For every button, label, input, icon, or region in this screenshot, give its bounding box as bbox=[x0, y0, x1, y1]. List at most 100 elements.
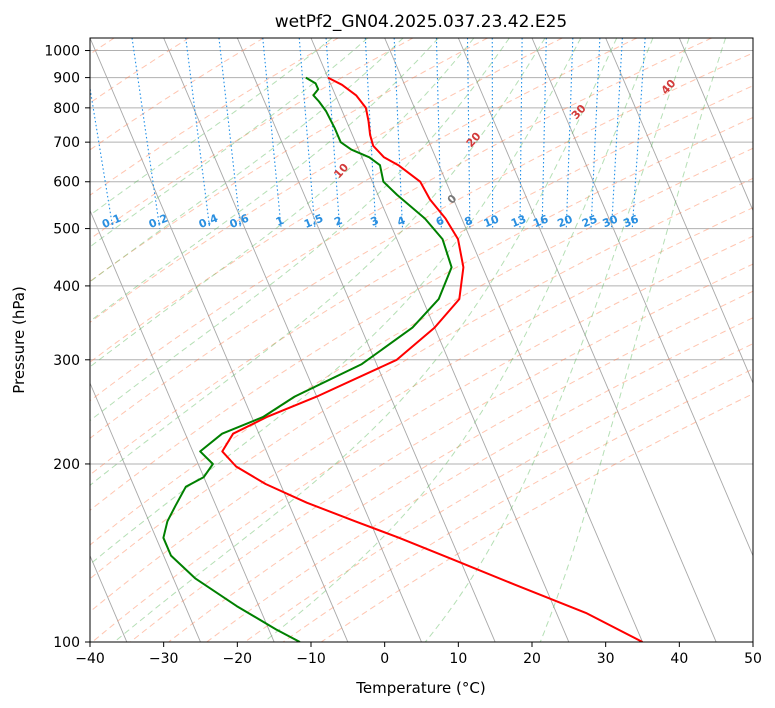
isotherm-line bbox=[531, 38, 753, 557]
mixing-ratio-line bbox=[631, 38, 646, 229]
x-tick-label: 10 bbox=[449, 651, 467, 667]
adiabat-labels: 0.10.20.40.611.52346810131620253036-100-… bbox=[34, 77, 679, 278]
mixing-ratio-line bbox=[610, 38, 623, 229]
y-axis-title: Pressure (hPa) bbox=[10, 286, 28, 394]
y-tick-label: 1000 bbox=[44, 44, 80, 60]
isotherm-line bbox=[457, 38, 717, 642]
y-tick-label: 800 bbox=[53, 101, 80, 117]
isotherm-line bbox=[90, 209, 275, 642]
isotherm-line bbox=[752, 38, 753, 40]
moist-adiabat-line bbox=[263, 38, 654, 642]
x-tick-label: 20 bbox=[523, 651, 541, 667]
moist-adiabat-line bbox=[90, 38, 510, 422]
dry-adiabat-line bbox=[90, 38, 563, 323]
moist-adiabat-line bbox=[90, 38, 546, 486]
y-tick-label: 400 bbox=[53, 279, 80, 295]
mixing-ratio-label: 1 bbox=[274, 214, 286, 229]
dry-adiabat-line bbox=[90, 85, 753, 476]
mixing-ratio-label: 16 bbox=[531, 212, 550, 230]
mixing-ratio-label: 8 bbox=[463, 214, 475, 229]
x-tick-label: −30 bbox=[149, 651, 179, 667]
mixing-ratio-line bbox=[131, 38, 161, 229]
dry-adiabat-line bbox=[90, 38, 339, 196]
x-tick-label: −20 bbox=[223, 651, 253, 667]
mixing-ratio-label: 2 bbox=[332, 214, 344, 229]
dry-adiabat-line bbox=[90, 38, 414, 240]
dry-adiabat-line bbox=[90, 147, 753, 546]
moist-adiabat-line bbox=[90, 38, 404, 283]
dry-adiabat-line bbox=[168, 290, 753, 642]
x-axis-title: Temperature (°C) bbox=[355, 679, 485, 697]
mixing-ratio-label: 4 bbox=[395, 214, 407, 229]
moist-adiabat-label: 40 bbox=[659, 77, 679, 97]
isotherm-line bbox=[90, 38, 349, 642]
dry-adiabat-line bbox=[90, 38, 264, 151]
mixing-ratio-line bbox=[435, 38, 442, 229]
moist-adiabat-line bbox=[90, 38, 333, 216]
moist-adiabat-line bbox=[90, 38, 439, 322]
dry-adiabat-line bbox=[282, 368, 753, 642]
moist-adiabat-line bbox=[90, 38, 368, 248]
mixing-ratio-line bbox=[565, 38, 574, 229]
isotherm-line bbox=[678, 38, 753, 212]
x-tick-label: 0 bbox=[380, 651, 389, 667]
mixing-ratio-label: 3 bbox=[369, 214, 381, 229]
x-tick-label: 40 bbox=[670, 651, 688, 667]
moist-adiabat-label: 20 bbox=[464, 130, 484, 150]
background-lines bbox=[90, 38, 753, 642]
plot-frame bbox=[89, 37, 754, 643]
profile-lines bbox=[162, 76, 643, 642]
isotherm-line bbox=[310, 38, 570, 642]
x-tick-label: 30 bbox=[597, 651, 615, 667]
y-tick-label: 200 bbox=[53, 457, 80, 473]
dry-adiabat-line bbox=[90, 52, 753, 439]
dry-adiabat-line bbox=[90, 38, 712, 402]
x-tick-label: 50 bbox=[744, 651, 762, 667]
moist-adiabat-line bbox=[539, 38, 726, 642]
chart-title: wetPf2_GN04.2025.037.23.42.E25 bbox=[275, 12, 567, 32]
mixing-ratio-label: 36 bbox=[621, 212, 640, 230]
axis-ticks: −40 −30 −20 −10 0 10 20 30 40 5010020030040050060… bbox=[44, 44, 762, 667]
moist-adiabat-line bbox=[114, 38, 618, 642]
mixing-ratio-line bbox=[218, 38, 242, 229]
mixing-ratio-line bbox=[90, 84, 114, 229]
moist-adiabat-line bbox=[424, 38, 690, 642]
temperature-profile-line bbox=[221, 76, 643, 642]
dry-adiabat-line bbox=[244, 343, 753, 642]
dry-adiabat-line bbox=[90, 177, 753, 580]
y-tick-label: 900 bbox=[53, 71, 80, 87]
mixing-ratio-label: 10 bbox=[482, 212, 501, 230]
isotherm-line bbox=[384, 38, 643, 642]
moist-adiabat-line bbox=[90, 38, 475, 368]
mixing-ratio-line bbox=[185, 38, 211, 229]
y-tick-label: 500 bbox=[53, 222, 80, 238]
isotherm-line bbox=[90, 381, 201, 642]
mixing-ratio-label: 20 bbox=[555, 212, 574, 230]
x-tick-label: −40 bbox=[75, 651, 105, 667]
isotherm-zero-label: 0 bbox=[445, 192, 460, 207]
mixing-ratio-label: 25 bbox=[580, 212, 599, 230]
y-tick-label: 300 bbox=[53, 353, 80, 369]
y-tick-label: 600 bbox=[53, 175, 80, 191]
dewpoint-profile-line bbox=[162, 76, 453, 642]
isotherm-line bbox=[163, 38, 422, 642]
mixing-ratio-line bbox=[298, 38, 316, 229]
dry-adiabat-line bbox=[90, 38, 488, 282]
dry-adiabat-label: 0 bbox=[34, 263, 49, 278]
isotherm-line bbox=[605, 38, 753, 385]
mixing-ratio-label: 30 bbox=[601, 212, 620, 230]
dry-adiabat-line bbox=[130, 263, 753, 642]
dry-adiabat-line bbox=[90, 116, 753, 511]
x-tick-label: −10 bbox=[296, 651, 326, 667]
mixing-ratio-label: 13 bbox=[509, 212, 528, 230]
moist-adiabat-label: 10 bbox=[331, 161, 351, 181]
isotherm-line bbox=[236, 38, 496, 642]
y-tick-label: 700 bbox=[53, 135, 80, 151]
dry-adiabat-line bbox=[206, 317, 753, 642]
mixing-ratio-line bbox=[519, 38, 523, 229]
mixing-ratio-line bbox=[590, 38, 601, 229]
y-tick-label: 100 bbox=[53, 635, 80, 651]
dry-adiabat-line bbox=[91, 235, 753, 642]
dry-adiabat-line bbox=[90, 38, 190, 104]
